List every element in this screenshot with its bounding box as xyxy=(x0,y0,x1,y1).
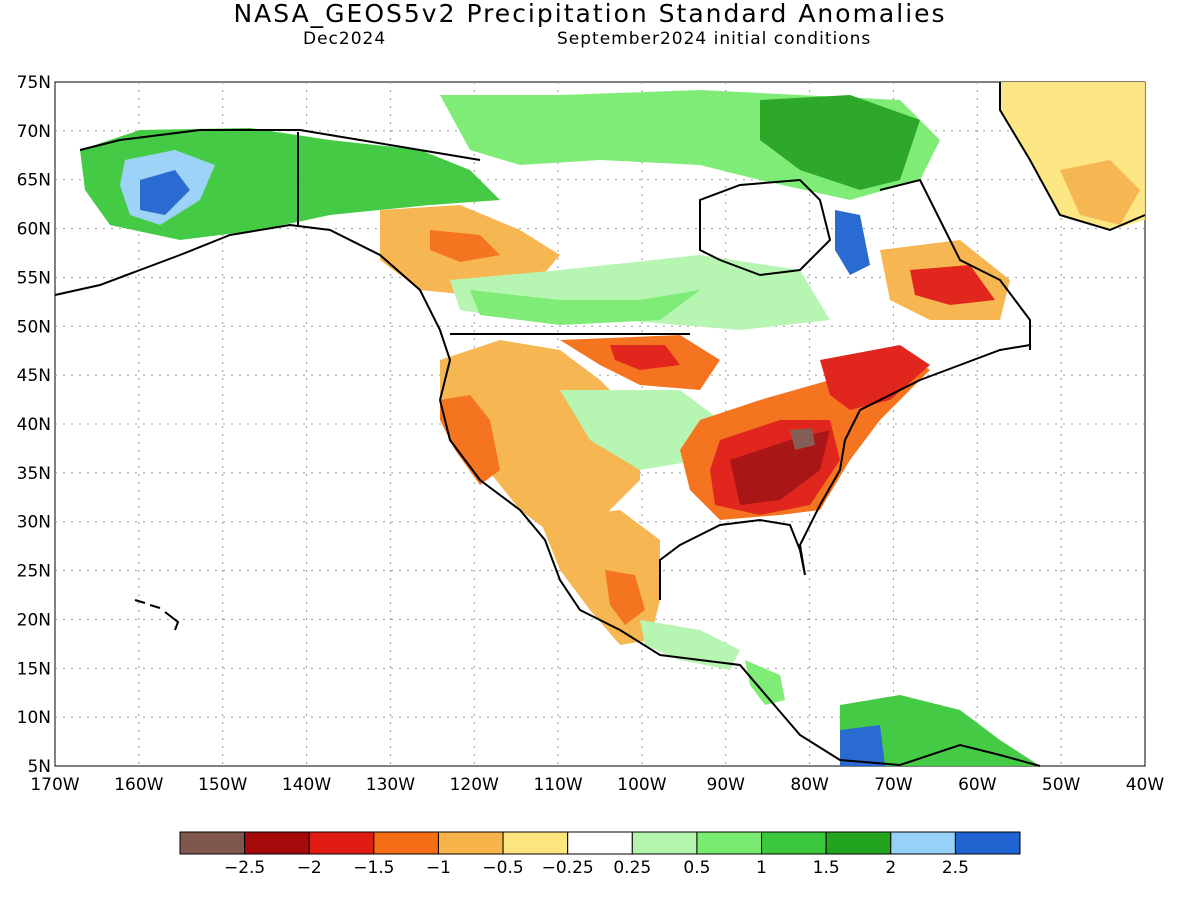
colorbar-label: −0.5 xyxy=(482,858,523,878)
colorbar-label: 1 xyxy=(756,858,767,878)
western-canada-dry-core xyxy=(430,230,500,262)
colorbar-label: −1.5 xyxy=(353,858,394,878)
colorbar-label: −1 xyxy=(426,858,451,878)
coastlines xyxy=(54,82,1146,767)
colorbar-swatch xyxy=(308,831,375,855)
colorbar-label: 2 xyxy=(885,858,896,878)
forecast-month: Dec2024 xyxy=(303,29,387,49)
lon-tick-label: 70W xyxy=(874,775,913,795)
northeast-dry xyxy=(820,345,930,410)
northern-plains-dry-core xyxy=(610,345,680,370)
lon-tick-label: 100W xyxy=(617,775,666,795)
southeast-very-dry xyxy=(730,430,830,505)
lon-tick-label: 150W xyxy=(198,775,247,795)
hudson-bay xyxy=(699,178,832,277)
lon-tick-label: 80W xyxy=(790,775,829,795)
labrador-dry-core xyxy=(910,265,995,305)
lat-tick-label: 25N xyxy=(17,562,51,582)
lon-tick-label: 140W xyxy=(282,775,331,795)
labrador-coast xyxy=(879,178,1031,350)
colorbar-label: 0.25 xyxy=(613,858,651,878)
colombia-very-wet xyxy=(840,725,885,766)
greenland-coast xyxy=(999,82,1146,232)
lat-tick-label: 40N xyxy=(17,415,51,435)
southern-mexico-wet xyxy=(640,620,740,670)
latitude-labels: 75N 70N 65N 60N 55N 50N 45N 40N 35N 30N 25N 20N 15N 1… xyxy=(17,73,51,777)
lon-tick-label: 90W xyxy=(707,775,746,795)
alaska-blue-core xyxy=(140,170,190,215)
colorbar-swatch xyxy=(373,831,439,855)
colorbar-label: −2.5 xyxy=(224,858,265,878)
anomaly-fields xyxy=(80,82,1145,766)
lon-tick-label: 170W xyxy=(30,775,79,795)
longitude-labels: 170W 160W 150W 140W 130W 120W 110W 100W 90W 80W 70… xyxy=(30,775,1164,795)
colorbar-swatch xyxy=(244,831,310,855)
colorbar-swatch xyxy=(437,831,504,855)
lat-tick-label: 60N xyxy=(17,220,51,240)
colorbar-label: −0.25 xyxy=(542,858,594,878)
lat-tick-label: 35N xyxy=(17,464,51,484)
chart-title: NASA_GEOS5v2 Precipitation Standard Anom… xyxy=(233,0,947,28)
gulf-coast xyxy=(659,344,1031,600)
colorbar-swatch xyxy=(825,831,892,855)
lat-tick-label: 5N xyxy=(27,757,51,777)
greenland-dry-core xyxy=(1060,160,1140,225)
colorbar-label: −2 xyxy=(297,858,322,878)
central-america-wet xyxy=(745,660,785,705)
colorbar-swatch xyxy=(631,831,698,855)
colorbar-swatch xyxy=(761,831,827,855)
colorbar-swatch xyxy=(890,831,956,855)
hawaii-islands xyxy=(134,599,180,631)
lat-tick-label: 55N xyxy=(17,268,51,288)
colorbar-swatch xyxy=(954,831,1021,855)
lon-tick-label: 40W xyxy=(1126,775,1165,795)
lon-tick-label: 130W xyxy=(366,775,415,795)
lat-tick-label: 10N xyxy=(17,708,51,728)
lon-tick-label: 160W xyxy=(114,775,163,795)
colorbar-label: 0.5 xyxy=(683,858,710,878)
colorbar-label: 1.5 xyxy=(813,858,840,878)
hudson-blue xyxy=(835,210,870,275)
lon-tick-label: 120W xyxy=(450,775,499,795)
lat-tick-label: 75N xyxy=(17,73,51,93)
lat-tick-label: 30N xyxy=(17,513,51,533)
colorbar: −2.5 −2 −1.5 −1 −0.5 −0.25 0.25 0.5 1 1.5 2 2.5 xyxy=(179,831,1021,878)
california-dry-core xyxy=(440,395,500,485)
arctic-islands-wet xyxy=(760,95,920,190)
south-america-wet xyxy=(840,695,1040,766)
lon-tick-label: 110W xyxy=(533,775,582,795)
colorbar-swatch xyxy=(696,831,763,855)
lat-tick-label: 70N xyxy=(17,122,51,142)
central-canada-wet-core xyxy=(470,290,700,325)
colorbar-swatch xyxy=(567,831,633,855)
lat-tick-label: 50N xyxy=(17,317,51,337)
lat-tick-label: 20N xyxy=(17,610,51,630)
colorbar-swatch xyxy=(502,831,569,855)
colorbar-swatch xyxy=(179,831,246,855)
lon-tick-label: 60W xyxy=(958,775,997,795)
alaska-north-coast xyxy=(79,129,481,161)
lat-tick-label: 45N xyxy=(17,366,51,386)
mexico-dry-core xyxy=(605,570,645,625)
initial-conditions: September2024 initial conditions xyxy=(557,29,872,49)
lat-tick-label: 15N xyxy=(17,659,51,679)
appalachian-extreme-dry xyxy=(790,428,815,450)
north-america-coast xyxy=(54,223,1041,767)
lat-tick-label: 65N xyxy=(17,171,51,191)
colorbar-label: 2.5 xyxy=(942,858,969,878)
lon-tick-label: 50W xyxy=(1042,775,1081,795)
